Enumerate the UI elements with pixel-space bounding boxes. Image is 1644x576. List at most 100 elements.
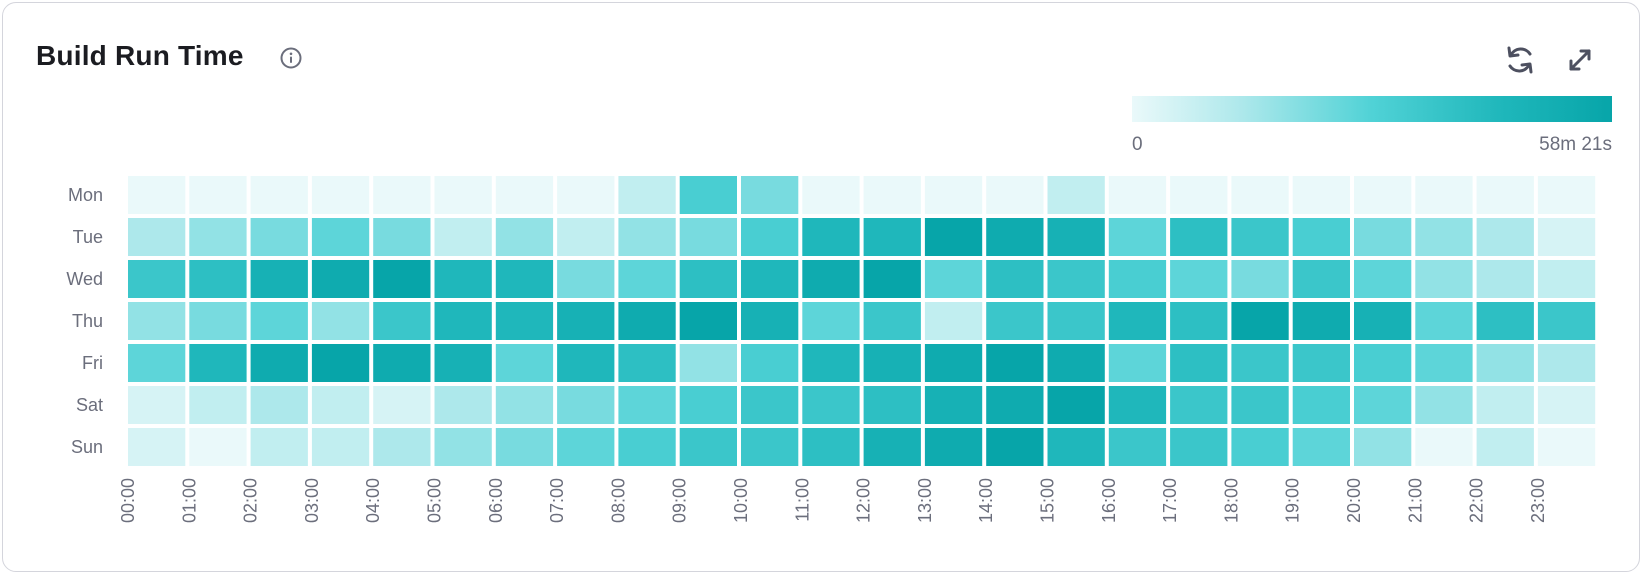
heatmap-cell[interactable] (1170, 176, 1228, 214)
heatmap-cell[interactable] (189, 344, 247, 382)
heatmap-cell[interactable] (1354, 218, 1412, 256)
heatmap-cell[interactable] (373, 386, 431, 424)
heatmap-cell[interactable] (557, 344, 615, 382)
heatmap-cell[interactable] (679, 260, 737, 298)
heatmap-cell[interactable] (1170, 344, 1228, 382)
heatmap-cell[interactable] (802, 344, 860, 382)
heatmap-cell[interactable] (495, 260, 554, 298)
heatmap-cell[interactable] (986, 302, 1044, 340)
heatmap-cell[interactable] (863, 302, 921, 340)
heatmap-cell[interactable] (434, 302, 492, 340)
heatmap-cell[interactable] (986, 386, 1044, 424)
heatmap-cell[interactable] (618, 260, 676, 298)
heatmap-cell[interactable] (128, 260, 186, 298)
heatmap-cell[interactable] (924, 344, 983, 382)
heatmap-cell[interactable] (1415, 218, 1473, 256)
heatmap-cell[interactable] (250, 344, 308, 382)
heatmap-cell[interactable] (189, 386, 247, 424)
heatmap-cell[interactable] (802, 218, 860, 256)
heatmap-cell[interactable] (311, 428, 370, 466)
heatmap-cell[interactable] (802, 386, 860, 424)
heatmap-cell[interactable] (1537, 218, 1596, 256)
heatmap-cell[interactable] (741, 260, 799, 298)
heatmap-cell[interactable] (1537, 386, 1596, 424)
heatmap-cell[interactable] (557, 218, 615, 256)
heatmap-cell[interactable] (1108, 386, 1167, 424)
heatmap-cell[interactable] (1292, 344, 1350, 382)
heatmap-cell[interactable] (1476, 176, 1534, 214)
heatmap-cell[interactable] (373, 260, 431, 298)
heatmap-cell[interactable] (311, 218, 370, 256)
heatmap-cell[interactable] (1170, 218, 1228, 256)
heatmap-cell[interactable] (557, 386, 615, 424)
heatmap-cell[interactable] (189, 260, 247, 298)
heatmap-cell[interactable] (373, 218, 431, 256)
heatmap-cell[interactable] (1047, 302, 1105, 340)
heatmap-cell[interactable] (1537, 302, 1596, 340)
heatmap-cell[interactable] (189, 428, 247, 466)
heatmap-cell[interactable] (1231, 176, 1289, 214)
heatmap-cell[interactable] (1292, 218, 1350, 256)
heatmap-cell[interactable] (986, 344, 1044, 382)
heatmap-cell[interactable] (250, 386, 308, 424)
heatmap-cell[interactable] (802, 428, 860, 466)
heatmap-cell[interactable] (1047, 386, 1105, 424)
heatmap-cell[interactable] (863, 260, 921, 298)
heatmap-cell[interactable] (1170, 260, 1228, 298)
heatmap-cell[interactable] (863, 344, 921, 382)
heatmap-cell[interactable] (373, 176, 431, 214)
heatmap-cell[interactable] (250, 176, 308, 214)
heatmap-cell[interactable] (1108, 344, 1167, 382)
heatmap-cell[interactable] (311, 344, 370, 382)
heatmap-cell[interactable] (311, 176, 370, 214)
heatmap-cell[interactable] (1292, 428, 1350, 466)
heatmap-cell[interactable] (863, 176, 921, 214)
heatmap-cell[interactable] (1476, 386, 1534, 424)
heatmap-cell[interactable] (1108, 218, 1167, 256)
heatmap-cell[interactable] (1047, 176, 1105, 214)
heatmap-cell[interactable] (1292, 260, 1350, 298)
heatmap-cell[interactable] (1476, 428, 1534, 466)
heatmap-cell[interactable] (373, 428, 431, 466)
heatmap-cell[interactable] (741, 218, 799, 256)
heatmap-cell[interactable] (1354, 344, 1412, 382)
heatmap-cell[interactable] (986, 260, 1044, 298)
heatmap-cell[interactable] (1108, 260, 1167, 298)
heatmap-cell[interactable] (189, 218, 247, 256)
heatmap-cell[interactable] (250, 260, 308, 298)
heatmap-cell[interactable] (557, 302, 615, 340)
heatmap-cell[interactable] (741, 344, 799, 382)
heatmap-cell[interactable] (679, 428, 737, 466)
heatmap-cell[interactable] (863, 428, 921, 466)
heatmap-cell[interactable] (802, 302, 860, 340)
heatmap-cell[interactable] (434, 386, 492, 424)
heatmap-cell[interactable] (618, 218, 676, 256)
heatmap-cell[interactable] (1292, 176, 1350, 214)
heatmap-cell[interactable] (495, 176, 554, 214)
heatmap-cell[interactable] (1292, 302, 1350, 340)
heatmap-cell[interactable] (1415, 176, 1473, 214)
heatmap-cell[interactable] (1047, 218, 1105, 256)
heatmap-cell[interactable] (1170, 302, 1228, 340)
heatmap-cell[interactable] (1354, 302, 1412, 340)
heatmap-cell[interactable] (618, 302, 676, 340)
heatmap-cell[interactable] (986, 176, 1044, 214)
heatmap-cell[interactable] (1047, 344, 1105, 382)
heatmap-cell[interactable] (1476, 344, 1534, 382)
heatmap-cell[interactable] (1170, 386, 1228, 424)
heatmap-cell[interactable] (434, 260, 492, 298)
heatmap-cell[interactable] (679, 344, 737, 382)
heatmap-cell[interactable] (434, 344, 492, 382)
heatmap-cell[interactable] (1537, 176, 1596, 214)
heatmap-cell[interactable] (679, 218, 737, 256)
heatmap-cell[interactable] (1354, 176, 1412, 214)
heatmap-cell[interactable] (1231, 344, 1289, 382)
heatmap-cell[interactable] (1476, 260, 1534, 298)
heatmap-cell[interactable] (557, 428, 615, 466)
heatmap-cell[interactable] (863, 386, 921, 424)
heatmap-cell[interactable] (1415, 344, 1473, 382)
heatmap-cell[interactable] (1415, 386, 1473, 424)
heatmap-cell[interactable] (618, 428, 676, 466)
heatmap-cell[interactable] (1354, 428, 1412, 466)
heatmap-cell[interactable] (1170, 428, 1228, 466)
